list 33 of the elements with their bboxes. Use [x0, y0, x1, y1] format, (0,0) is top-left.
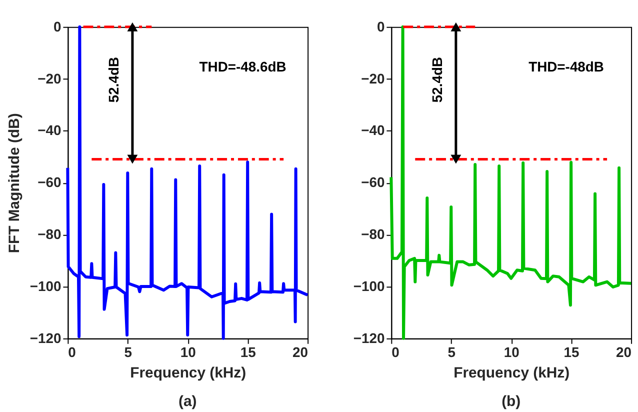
y-tick-label: −120: [353, 330, 385, 346]
y-tick-label: −40: [38, 122, 62, 138]
y-axis-title: FFT Magnitude (dB): [6, 113, 23, 254]
annotation: THD=-48.6dB: [199, 58, 286, 74]
y-tick-label: 0: [53, 18, 62, 34]
x-tick-label: 0: [68, 344, 76, 360]
y-tick-label: −100: [30, 278, 62, 294]
annotation: THD=-48dB: [528, 58, 604, 74]
y-tick-label: −20: [38, 70, 62, 86]
y-tick-label: −80: [38, 226, 62, 242]
annotation: 52.4dB: [428, 56, 445, 103]
x-tick-label: 15: [240, 344, 256, 360]
text: (a): [178, 393, 197, 410]
x-tick-label: 20: [616, 344, 632, 360]
text: (b): [502, 393, 521, 410]
y-tick-label: −60: [361, 174, 385, 190]
y-tick-label: −20: [361, 70, 385, 86]
y-tick-label: −60: [38, 174, 62, 190]
x-axis-title: Frequency (kHz): [130, 364, 246, 382]
x-tick-label: 10: [180, 344, 196, 360]
annotation: 52.4dB: [106, 56, 122, 103]
y-tick-label: −80: [361, 226, 385, 242]
x-tick-label: 20: [292, 344, 308, 360]
x-tick-label: 10: [504, 344, 520, 360]
x-tick-label: 5: [124, 344, 132, 360]
x-tick-label: 15: [564, 344, 580, 360]
y-tick-label: −120: [30, 330, 62, 346]
x-tick-label: 0: [392, 344, 400, 360]
y-tick-label: −40: [361, 122, 385, 138]
x-axis-title: Frequency (kHz): [454, 364, 570, 382]
y-tick-label: −100: [353, 278, 385, 294]
x-tick-label: 5: [448, 344, 456, 360]
y-tick-label: 0: [376, 18, 385, 34]
